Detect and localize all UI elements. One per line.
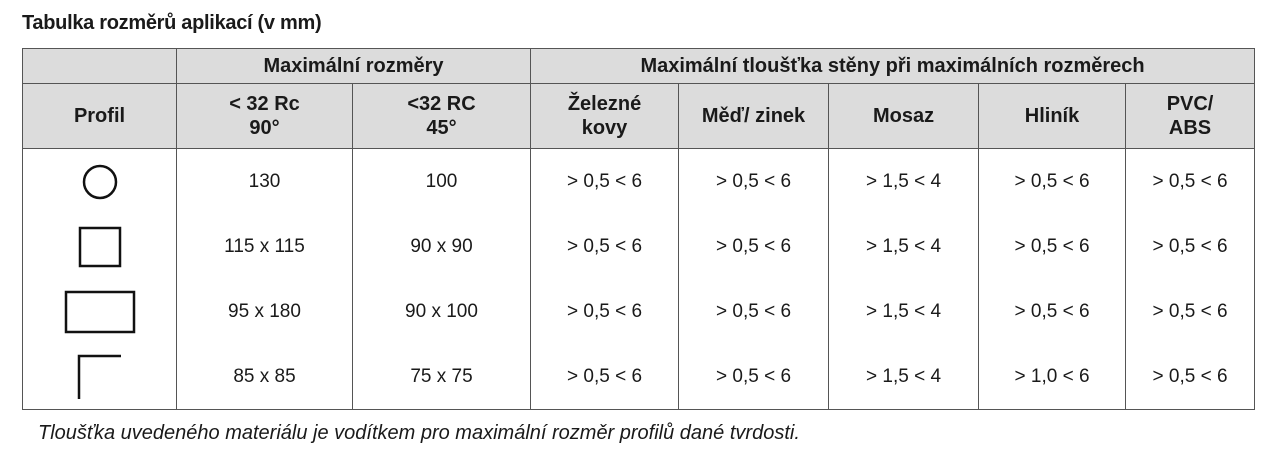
header-line: Železné — [567, 93, 642, 115]
header-line: ABS — [1168, 117, 1212, 139]
value-cell: > 0,5 < 6 — [978, 148, 1127, 214]
value-cell: 95 x 180 — [176, 279, 353, 344]
value-cell: > 0,5 < 6 — [678, 279, 830, 344]
value-cell: > 0,5 < 6 — [530, 148, 680, 214]
value-cell: > 0,5 < 6 — [1125, 148, 1256, 214]
value-cell: 100 — [351, 148, 532, 214]
header-line: PVC/ — [1166, 93, 1214, 115]
column-header: Hliník — [978, 83, 1127, 149]
round-profile-icon — [82, 164, 117, 199]
value-cell: > 0,5 < 6 — [1125, 344, 1256, 410]
value-cell: 90 x 100 — [351, 279, 532, 344]
value-cell: 75 x 75 — [351, 344, 532, 410]
header-line: Mosaz — [872, 105, 935, 127]
rectangle-profile-icon — [64, 290, 135, 333]
data-row: 130 100 > 0,5 < 6 > 0,5 < 6 > 1,5 < 4 > 0,5 <… — [22, 148, 1256, 214]
data-row: 95 x 180 90 x 100 > 0,5 < 6 > 0,5 < 6 > 1,5 … — [22, 279, 1256, 344]
header-line: Měď/ zinek — [701, 105, 806, 127]
angle-profile-icon — [77, 354, 121, 399]
header-line: kovy — [581, 117, 628, 139]
value-cell: 130 — [176, 148, 353, 214]
profile-cell — [22, 344, 177, 410]
value-cell: > 1,5 < 4 — [828, 279, 980, 344]
value-cell: 90 x 90 — [351, 214, 532, 279]
profile-cell — [22, 214, 177, 279]
header-line: 45° — [426, 117, 457, 139]
header-line: 90° — [249, 117, 280, 139]
column-header: Profil — [22, 83, 177, 149]
value-cell: > 0,5 < 6 — [978, 214, 1127, 279]
data-row: 115 x 115 90 x 90 > 0,5 < 6 > 0,5 < 6 > 1,5 … — [22, 214, 1256, 279]
column-header: <32 RC 45° — [351, 83, 532, 149]
column-header: PVC/ABS — [1125, 83, 1256, 149]
value-cell: > 1,5 < 4 — [828, 214, 980, 279]
value-cell: 85 x 85 — [176, 344, 353, 410]
value-cell: > 0,5 < 6 — [530, 344, 680, 410]
group-header: Maximální rozměry — [175, 48, 532, 84]
column-header: Měď/ zinek — [678, 83, 830, 149]
column-header: < 32 Rc 90° — [176, 83, 353, 149]
value-cell: > 0,5 < 6 — [678, 148, 830, 214]
blank-header — [22, 48, 177, 84]
table-body: 130 100 > 0,5 < 6 > 0,5 < 6 > 1,5 < 4 > 0,5 <… — [22, 148, 1256, 410]
value-cell: > 0,5 < 6 — [1125, 214, 1256, 279]
dimension-table: Maximální rozměry Maximální tloušťka stě… — [22, 48, 1256, 410]
value-cell: > 1,5 < 4 — [828, 344, 980, 410]
value-cell: > 0,5 < 6 — [678, 344, 830, 410]
column-header: Mosaz — [828, 83, 980, 149]
value-cell: > 0,5 < 6 — [678, 214, 830, 279]
column-header-row: Profil < 32 Rc 90° <32 RC 45° Železné kovy Měď/… — [22, 83, 1256, 149]
value-cell: 115 x 115 — [176, 214, 353, 279]
header-line: Profil — [73, 105, 126, 127]
value-cell: > 1,0 < 6 — [978, 344, 1127, 410]
footnote: Tloušťka uvedeného materiálu je vodítkem… — [38, 422, 800, 444]
value-cell: > 0,5 < 6 — [978, 279, 1127, 344]
header-line: <32 RC — [407, 93, 476, 115]
square-profile-icon — [78, 226, 121, 267]
group-header: Maximální tloušťka stěny při maximálních… — [530, 48, 1256, 84]
value-cell: > 0,5 < 6 — [530, 279, 680, 344]
data-row: 85 x 85 75 x 75 > 0,5 < 6 > 0,5 < 6 > 1,5 < … — [22, 344, 1256, 410]
value-cell: > 1,5 < 4 — [828, 148, 980, 214]
value-cell: > 0,5 < 6 — [530, 214, 680, 279]
profile-cell — [22, 279, 177, 344]
column-header: Železné kovy — [530, 83, 680, 149]
header-line: Hliník — [1024, 105, 1080, 127]
header-line: < 32 Rc — [229, 93, 300, 115]
group-header-row: Maximální rozměry Maximální tloušťka stě… — [22, 48, 1256, 84]
value-cell: > 0,5 < 6 — [1125, 279, 1256, 344]
profile-cell — [22, 148, 177, 214]
title: Tabulka rozměrů aplikací (v mm) — [22, 12, 322, 34]
